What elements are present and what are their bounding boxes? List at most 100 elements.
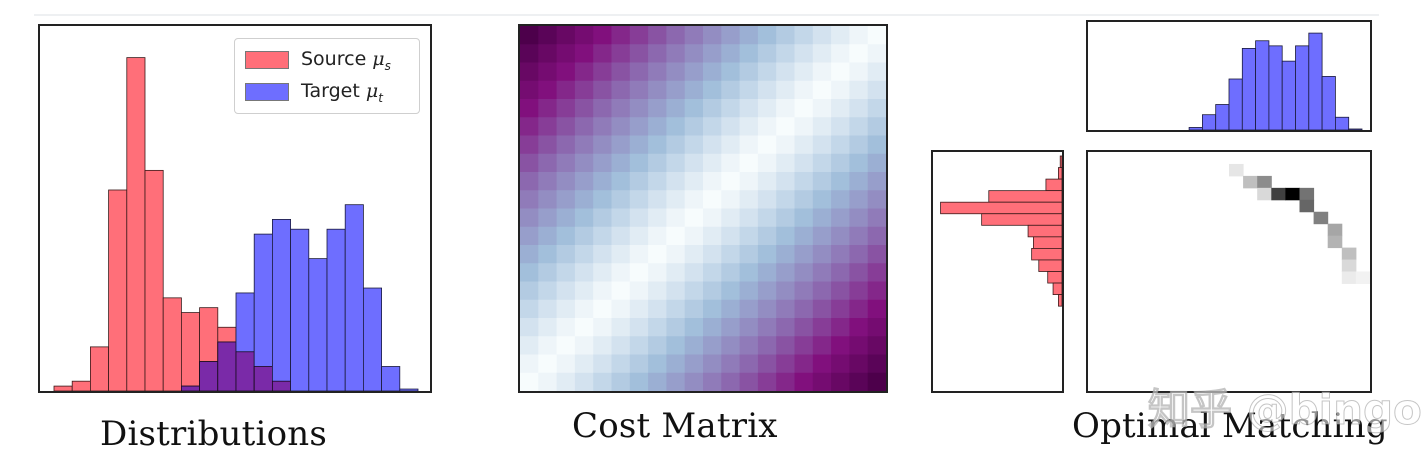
plan-cell (1341, 271, 1357, 284)
cost-cell (684, 190, 704, 210)
cost-cell (739, 44, 759, 64)
cost-cell (538, 99, 558, 118)
cost-cell (666, 318, 686, 337)
cost-cell (776, 336, 796, 356)
cost-cell (739, 281, 759, 301)
cost-cell (684, 117, 704, 137)
target-marginal-bar (1255, 40, 1270, 130)
target-marginal-bar (1295, 45, 1310, 130)
plan-cell (1355, 271, 1370, 284)
cost-cell (684, 26, 704, 45)
cost-cell (556, 99, 576, 118)
cost-cell (666, 336, 686, 356)
cost-cell (593, 99, 613, 118)
cost-cell (666, 263, 686, 283)
cost-cell (721, 354, 741, 374)
source-bar (126, 57, 146, 391)
cost-cell (831, 26, 850, 45)
cost-cell (666, 226, 686, 246)
cost-cell (757, 336, 777, 356)
cost-cell (703, 281, 722, 301)
cost-cell (757, 117, 777, 137)
cost-cell (556, 299, 576, 319)
cost-cell (757, 99, 777, 118)
cost-cell (648, 44, 667, 64)
cost-cell (794, 372, 814, 391)
target-marginal-bar (1348, 128, 1363, 130)
cost-cell (648, 226, 667, 246)
cost-cell (574, 117, 594, 137)
overlap-bar (253, 366, 273, 391)
cost-cell (574, 208, 594, 228)
cost-cell (593, 44, 613, 64)
cost-cell (867, 299, 886, 319)
cost-cell (593, 263, 613, 283)
cost-cell (794, 318, 814, 337)
cost-cell (776, 80, 796, 100)
source-marginal-bar (1047, 271, 1062, 284)
cost-cell (721, 80, 741, 100)
cost-cell (849, 372, 869, 391)
cost-cell (776, 299, 796, 319)
cost-cell (703, 26, 722, 45)
cost-cell (812, 318, 832, 337)
cost-cell (739, 172, 759, 191)
target-marginal-bar (1281, 60, 1296, 130)
cost-cell (556, 318, 576, 337)
cost-cell (703, 336, 722, 356)
cost-cell (520, 80, 539, 100)
cost-cell (849, 263, 869, 283)
cost-cell (611, 263, 631, 283)
cost-cell (757, 226, 777, 246)
cost-cell (757, 281, 777, 301)
cost-cell (757, 208, 777, 228)
cost-cell (776, 172, 796, 191)
cost-cell (574, 354, 594, 374)
cost-cell (849, 153, 869, 173)
target-marginal-bar (1308, 32, 1323, 130)
source-marginal-bar (1058, 167, 1062, 180)
cost-cell (794, 336, 814, 356)
cost-cell (757, 354, 777, 374)
cost-cell (831, 190, 850, 210)
cost-cell (629, 245, 649, 264)
cost-cell (757, 80, 777, 100)
cost-cell (721, 190, 741, 210)
cost-cell (538, 318, 558, 337)
cost-cell (849, 318, 869, 337)
cost-cell (794, 281, 814, 301)
cost-cell (739, 135, 759, 155)
cost-cell (611, 26, 631, 45)
cost-cell (593, 354, 613, 374)
cost-cell (776, 26, 796, 45)
cost-cell (776, 354, 796, 374)
cost-cell (703, 372, 722, 391)
cost-cell (520, 99, 539, 118)
cost-cell (757, 263, 777, 283)
cost-cell (611, 135, 631, 155)
cost-cell (538, 281, 558, 301)
cost-cell (812, 190, 832, 210)
source-marginal-bar (1031, 248, 1062, 261)
cost-cell (721, 153, 741, 173)
plan-cell (1327, 223, 1343, 237)
cost-cell (739, 299, 759, 319)
cost-cell (721, 62, 741, 82)
cost-cell (703, 117, 722, 137)
cost-cell (739, 117, 759, 137)
cost-cell (867, 62, 886, 82)
legend-swatch-target (245, 83, 289, 101)
cost-cell (739, 153, 759, 173)
cost-cell (831, 117, 850, 137)
target-marginal-bar (1215, 104, 1230, 130)
cost-cell (648, 354, 667, 374)
cost-cell (867, 245, 886, 264)
cost-cell (538, 44, 558, 64)
cost-cell (520, 62, 539, 82)
cost-cell (721, 299, 741, 319)
cost-cell (776, 62, 796, 82)
cost-cell (538, 354, 558, 374)
plan-cell (1285, 187, 1300, 201)
cost-cell (611, 318, 631, 337)
cost-cell (867, 26, 886, 45)
